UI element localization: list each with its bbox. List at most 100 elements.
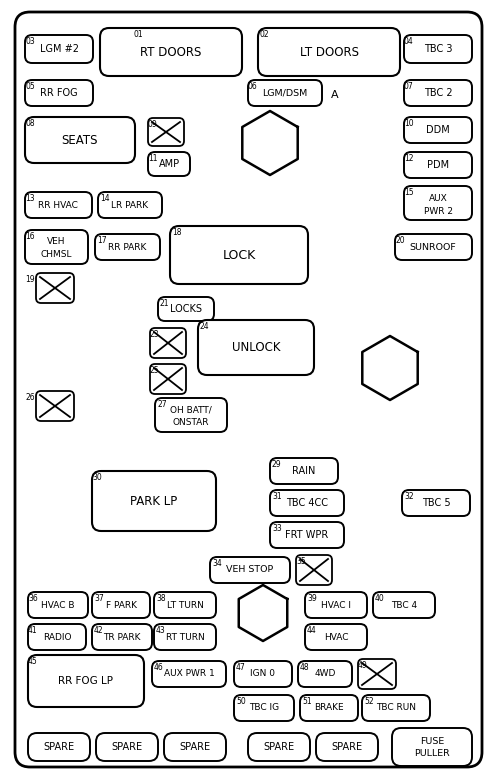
- FancyBboxPatch shape: [36, 391, 74, 421]
- Text: 42: 42: [94, 626, 104, 635]
- FancyBboxPatch shape: [404, 35, 472, 63]
- Text: 51: 51: [302, 697, 312, 706]
- FancyBboxPatch shape: [28, 624, 86, 650]
- FancyBboxPatch shape: [170, 226, 308, 284]
- Text: TBC 5: TBC 5: [421, 498, 450, 508]
- FancyBboxPatch shape: [316, 733, 378, 761]
- FancyBboxPatch shape: [150, 328, 186, 358]
- Text: RR FOG: RR FOG: [40, 88, 78, 98]
- Text: 18: 18: [172, 228, 181, 237]
- Text: 04: 04: [404, 37, 414, 46]
- Text: 38: 38: [156, 594, 166, 603]
- FancyBboxPatch shape: [15, 12, 482, 767]
- Text: 39: 39: [307, 594, 317, 603]
- Text: 4WD: 4WD: [314, 669, 335, 679]
- Text: 11: 11: [148, 154, 158, 163]
- Text: 21: 21: [160, 299, 169, 308]
- Text: 26: 26: [25, 393, 35, 402]
- FancyBboxPatch shape: [100, 28, 242, 76]
- Text: TBC 4CC: TBC 4CC: [286, 498, 328, 508]
- Text: 02: 02: [260, 30, 270, 39]
- Text: 34: 34: [212, 559, 222, 568]
- Text: 35: 35: [296, 557, 306, 566]
- FancyBboxPatch shape: [404, 152, 472, 178]
- FancyBboxPatch shape: [234, 661, 292, 687]
- FancyBboxPatch shape: [305, 592, 367, 618]
- FancyBboxPatch shape: [198, 320, 314, 375]
- Text: 33: 33: [272, 524, 282, 533]
- Text: 45: 45: [28, 657, 38, 666]
- FancyBboxPatch shape: [300, 695, 358, 721]
- Text: TBC 4: TBC 4: [391, 601, 417, 609]
- Text: 32: 32: [404, 492, 414, 501]
- Text: 43: 43: [156, 626, 166, 635]
- FancyBboxPatch shape: [358, 659, 396, 689]
- Text: 01: 01: [134, 30, 144, 39]
- Text: 31: 31: [272, 492, 282, 501]
- FancyBboxPatch shape: [248, 733, 310, 761]
- FancyBboxPatch shape: [362, 695, 430, 721]
- Text: 14: 14: [100, 194, 110, 203]
- Text: OH BATT/: OH BATT/: [170, 406, 212, 414]
- FancyBboxPatch shape: [92, 471, 216, 531]
- Text: CHMSL: CHMSL: [40, 249, 72, 259]
- Text: TR PARK: TR PARK: [103, 633, 141, 641]
- Text: RT DOORS: RT DOORS: [140, 45, 202, 58]
- Text: 50: 50: [236, 697, 246, 706]
- FancyBboxPatch shape: [148, 118, 184, 146]
- Text: 48: 48: [300, 663, 310, 672]
- Text: LOCK: LOCK: [222, 249, 255, 262]
- FancyBboxPatch shape: [96, 733, 158, 761]
- FancyBboxPatch shape: [154, 592, 216, 618]
- Text: SUNROOF: SUNROOF: [410, 242, 456, 252]
- Text: 44: 44: [307, 626, 317, 635]
- Text: VEH STOP: VEH STOP: [226, 566, 274, 574]
- Text: HVAC I: HVAC I: [321, 601, 351, 609]
- FancyBboxPatch shape: [404, 117, 472, 143]
- Text: HVAC: HVAC: [324, 633, 348, 641]
- FancyBboxPatch shape: [28, 733, 90, 761]
- FancyBboxPatch shape: [154, 624, 216, 650]
- Text: 08: 08: [25, 119, 35, 128]
- Text: RR PARK: RR PARK: [108, 242, 146, 252]
- Text: 36: 36: [28, 594, 38, 603]
- FancyBboxPatch shape: [152, 661, 226, 687]
- Text: 37: 37: [94, 594, 104, 603]
- Text: 30: 30: [92, 473, 102, 482]
- Text: AUX: AUX: [428, 193, 447, 203]
- Text: 19: 19: [25, 275, 35, 284]
- FancyBboxPatch shape: [234, 695, 294, 721]
- Text: 40: 40: [375, 594, 385, 603]
- FancyBboxPatch shape: [305, 624, 367, 650]
- Text: RT TURN: RT TURN: [166, 633, 204, 641]
- Text: FRT WPR: FRT WPR: [285, 530, 329, 540]
- FancyBboxPatch shape: [258, 28, 400, 76]
- Text: PARK LP: PARK LP: [130, 495, 177, 507]
- Text: 07: 07: [404, 82, 414, 91]
- FancyBboxPatch shape: [25, 35, 93, 63]
- Text: BRAKE: BRAKE: [314, 703, 344, 713]
- Text: UNLOCK: UNLOCK: [232, 340, 280, 354]
- Text: PDM: PDM: [427, 160, 449, 170]
- Text: SPARE: SPARE: [111, 742, 143, 752]
- Text: LGM #2: LGM #2: [39, 44, 79, 54]
- Text: RR HVAC: RR HVAC: [38, 200, 78, 210]
- FancyBboxPatch shape: [25, 230, 88, 264]
- FancyBboxPatch shape: [36, 273, 74, 303]
- FancyBboxPatch shape: [158, 297, 214, 321]
- Text: AMP: AMP: [159, 159, 179, 169]
- FancyBboxPatch shape: [150, 364, 186, 394]
- FancyBboxPatch shape: [155, 398, 227, 432]
- FancyBboxPatch shape: [395, 234, 472, 260]
- Text: 49: 49: [358, 661, 368, 670]
- Text: SPARE: SPARE: [179, 742, 211, 752]
- FancyBboxPatch shape: [98, 192, 162, 218]
- FancyBboxPatch shape: [298, 661, 352, 687]
- FancyBboxPatch shape: [164, 733, 226, 761]
- Text: 10: 10: [404, 119, 414, 128]
- Text: LR PARK: LR PARK: [111, 200, 149, 210]
- FancyBboxPatch shape: [28, 655, 144, 707]
- FancyBboxPatch shape: [25, 192, 92, 218]
- FancyBboxPatch shape: [404, 186, 472, 220]
- Text: 41: 41: [28, 626, 38, 635]
